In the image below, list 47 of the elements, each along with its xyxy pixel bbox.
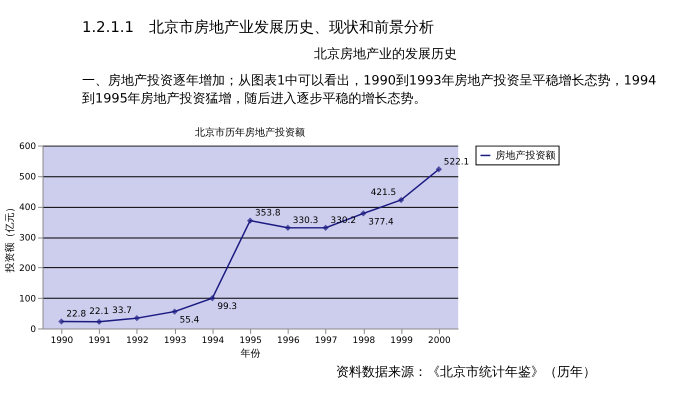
y-tick-label: 100 <box>19 294 36 304</box>
x-tick-label: 2000 <box>428 336 451 346</box>
x-tick-label: 1994 <box>202 336 225 346</box>
text: 一、房地产投资逐年增加；从图表1中可以看出，1990到1993年房地产投资呈平稳增长态势，1994到1995年房地产投资猛增，随后进入逐步平稳的增长态势。 <box>82 72 656 107</box>
data-label: 99.3 <box>217 302 238 312</box>
x-tick-label: 1997 <box>314 336 338 346</box>
x-tick-label: 1995 <box>239 336 262 346</box>
x-tick-label: 1998 <box>352 336 376 346</box>
point <box>209 295 216 302</box>
y-tick-label: 300 <box>19 233 36 244</box>
point <box>360 210 366 217</box>
text: 1.2.1.1 北京市房地产业发展历史、现状和前景分析 <box>82 18 434 36</box>
point <box>322 224 329 231</box>
point <box>96 318 102 325</box>
text: 资料数据来源：《北京市统计年鉴》（历年） <box>336 364 596 380</box>
data-label: 33.7 <box>112 306 132 316</box>
chart-title: 北京市历年房地产投资额 <box>195 126 306 139</box>
x-tick-label: 1999 <box>390 336 414 346</box>
data-label: 22.8 <box>66 310 86 320</box>
x-axis-title: 年份 <box>240 348 261 360</box>
data-label: 522.1 <box>444 157 470 168</box>
data-label: 377.4 <box>368 217 394 228</box>
y-tick-label: 0 <box>30 324 36 335</box>
point <box>436 166 442 172</box>
y-tick-label: 600 <box>19 142 36 152</box>
point <box>398 196 404 204</box>
data-label: 421.5 <box>370 188 396 198</box>
y-tick-label: 200 <box>19 264 36 274</box>
x-tick-label: 1992 <box>126 336 149 346</box>
text: 北京房地产业的发展历史 <box>314 46 458 62</box>
point <box>284 224 291 231</box>
x-tick-label: 1991 <box>88 336 111 346</box>
point <box>134 315 140 322</box>
y-tick-label: 400 <box>19 202 36 213</box>
point <box>58 318 65 325</box>
data-label: 55.4 <box>180 315 200 326</box>
point <box>246 217 254 224</box>
point <box>171 308 178 315</box>
y-axis-title: 投资额（亿元） <box>4 202 16 274</box>
legend-label: 房地产投资额 <box>495 149 556 162</box>
data-label: 22.1 <box>89 306 110 317</box>
x-tick-label: 1990 <box>50 336 74 346</box>
x-tick-label: 1996 <box>277 336 300 346</box>
data-label: 353.8 <box>255 208 281 219</box>
data-label: 330.3 <box>292 216 318 226</box>
x-tick-label: 1993 <box>164 336 186 346</box>
y-tick-label: 500 <box>19 172 36 183</box>
